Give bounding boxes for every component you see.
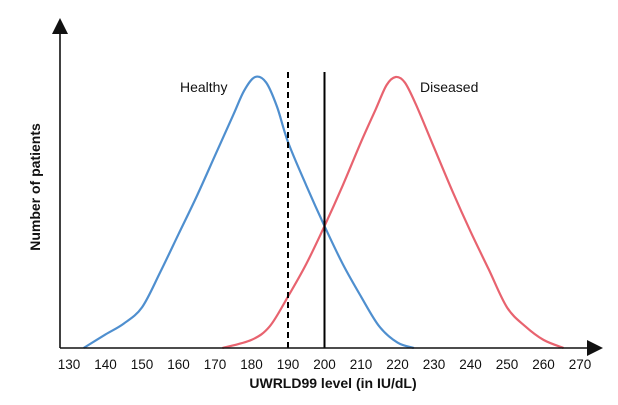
x-tick-label: 220 [386, 357, 409, 372]
x-tick-label: 250 [496, 357, 519, 372]
series-line-healthy [83, 75, 415, 350]
series-group [83, 75, 564, 350]
series-label-diseased: Diseased [420, 79, 478, 95]
x-tick-label: 230 [423, 357, 446, 372]
x-tick-label: 130 [58, 357, 81, 372]
x-tick-label: 190 [277, 357, 300, 372]
x-tick-label: 270 [569, 357, 592, 372]
x-tick-label: 200 [313, 357, 336, 372]
x-tick-label: 240 [459, 357, 482, 372]
x-tick-label: 160 [167, 357, 190, 372]
reference-lines [287, 72, 326, 348]
x-tick-label: 170 [204, 357, 227, 372]
x-axis-title: UWRLD99 level (in IU/dL) [249, 375, 416, 391]
x-tick-label: 260 [532, 357, 555, 372]
x-tick-label: 210 [350, 357, 373, 372]
x-tick-label: 180 [240, 357, 263, 372]
series-label-healthy: Healthy [180, 79, 227, 95]
x-tick-label: 150 [131, 357, 154, 372]
x-tick-label: 140 [94, 357, 117, 372]
y-axis-title: Number of patients [27, 123, 43, 251]
series-line-diseased [222, 75, 564, 350]
x-tick-labels: 130 140 150 160 170 180 190 200 210 220 230 240 250 2… [58, 357, 592, 372]
